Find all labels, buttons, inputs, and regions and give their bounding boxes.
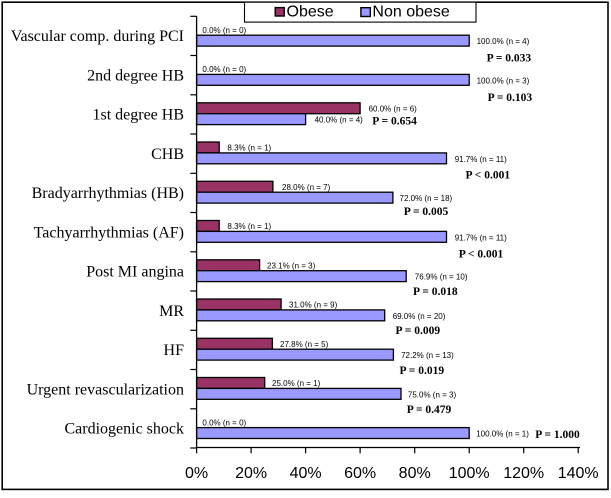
svg-text:P = 0.654: P = 0.654 [372,116,417,128]
svg-text:20%: 20% [235,465,267,482]
svg-text:Vascular comp. during PCI: Vascular comp. during PCI [11,28,184,45]
svg-text:Bradyarrhythmias (HB): Bradyarrhythmias (HB) [32,185,184,202]
svg-text:P < 0.001: P < 0.001 [466,169,511,181]
svg-text:0.0% (n = 0): 0.0% (n = 0) [202,65,246,74]
svg-text:P = 0.479: P = 0.479 [407,404,452,416]
svg-text:40%: 40% [290,465,322,482]
svg-text:23.1% (n = 3): 23.1% (n = 3) [267,261,316,270]
svg-text:Post MI angina: Post MI angina [86,264,184,281]
svg-text:P = 0.103: P = 0.103 [488,92,533,104]
svg-text:25.0% (n = 1): 25.0% (n = 1) [272,379,321,388]
svg-text:P = 0.009: P = 0.009 [396,325,441,337]
svg-text:91.7% (n = 11): 91.7% (n = 11) [455,233,507,242]
svg-text:8.3% (n = 1): 8.3% (n = 1) [227,144,271,153]
svg-text:CHB: CHB [151,146,184,163]
svg-text:Non obese: Non obese [372,3,449,20]
svg-text:P = 0.019: P = 0.019 [400,365,445,377]
svg-text:2nd degree HB: 2nd degree HB [87,68,184,85]
svg-text:60.0% (n = 6): 60.0% (n = 6) [369,104,418,113]
svg-text:72.2% (n = 13): 72.2% (n = 13) [401,351,454,360]
svg-text:28.0% (n = 7): 28.0% (n = 7) [282,183,331,192]
svg-text:75.0% (n = 3): 75.0% (n = 3) [408,390,457,399]
svg-text:100.0% (n = 3): 100.0% (n = 3) [477,76,530,85]
svg-text:0.0% (n = 0): 0.0% (n = 0) [202,26,246,35]
svg-text:Cardiogenic shock: Cardiogenic shock [64,421,184,438]
svg-text:P < 0.001: P < 0.001 [459,248,504,260]
svg-text:91.7% (n = 11): 91.7% (n = 11) [455,155,507,164]
svg-text:8.3% (n = 1): 8.3% (n = 1) [227,222,271,231]
svg-text:60%: 60% [344,465,376,482]
svg-text:72.0% (n = 18): 72.0% (n = 18) [400,194,453,203]
svg-text:P = 1.000: P = 1.000 [535,429,580,441]
svg-text:P = 0.033: P = 0.033 [487,53,532,65]
svg-text:Tachyarrhythmias (AF): Tachyarrhythmias (AF) [34,224,184,241]
svg-text:1st degree HB: 1st degree HB [92,107,184,124]
svg-text:76.9% (n = 10): 76.9% (n = 10) [415,273,468,282]
svg-text:100.0% (n = 4): 100.0% (n = 4) [477,37,530,46]
svg-text:HF: HF [164,342,185,359]
svg-text:P = 0.005: P = 0.005 [404,206,449,218]
svg-text:80%: 80% [399,465,431,482]
svg-text:0%: 0% [185,465,208,482]
svg-text:140%: 140% [558,465,599,482]
svg-text:69.0% (n = 20): 69.0% (n = 20) [393,312,446,321]
svg-text:P = 0.018: P = 0.018 [413,286,458,298]
svg-text:31.0% (n = 9): 31.0% (n = 9) [289,301,338,310]
svg-text:100%: 100% [449,465,490,482]
svg-text:100.0% (n = 1): 100.0% (n = 1) [476,430,529,439]
svg-text:120%: 120% [503,465,544,482]
svg-text:0.0% (n = 0): 0.0% (n = 0) [202,418,246,427]
svg-text:Obese: Obese [287,3,334,20]
svg-text:Urgent revascularization: Urgent revascularization [27,381,184,398]
svg-text:MR: MR [159,303,184,320]
svg-text:27.8% (n = 5): 27.8% (n = 5) [280,340,329,349]
svg-text:40.0% (n = 4): 40.0% (n = 4) [315,116,364,125]
